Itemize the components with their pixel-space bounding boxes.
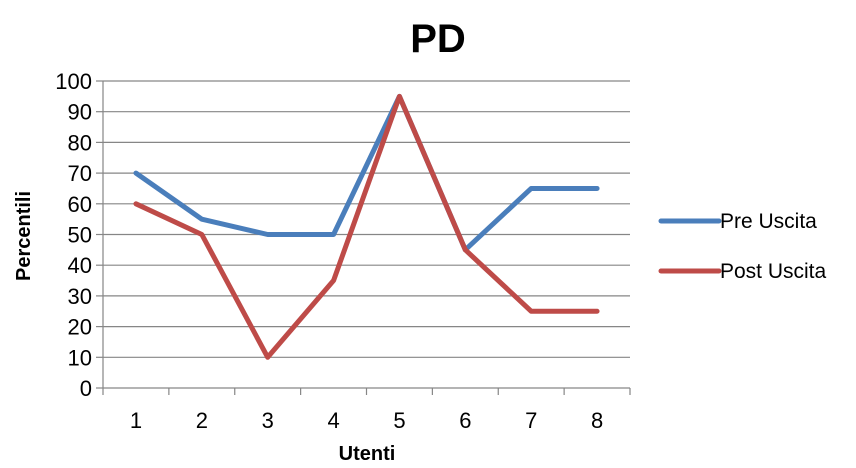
y-tick-label: 50 bbox=[68, 223, 92, 248]
legend-label: Post Uscita bbox=[720, 260, 827, 283]
series-line-2 bbox=[133, 93, 600, 360]
y-tick-label: 70 bbox=[68, 161, 92, 186]
gridlines bbox=[103, 80, 630, 358]
x-tick-label: 4 bbox=[327, 408, 339, 433]
y-tick-label: 60 bbox=[68, 192, 92, 217]
x-tick-label: 8 bbox=[591, 408, 603, 433]
y-axis-title: Percentili bbox=[13, 191, 35, 281]
y-tick-label: 20 bbox=[68, 315, 92, 340]
series-line-1 bbox=[133, 93, 600, 253]
legend-label: Pre Uscita bbox=[720, 210, 817, 233]
x-tick-label: 1 bbox=[130, 408, 142, 433]
y-tick-label: 90 bbox=[68, 100, 92, 125]
chart-title: PD bbox=[410, 17, 466, 61]
y-tick-label: 10 bbox=[68, 345, 92, 370]
x-tick-label: 7 bbox=[525, 408, 537, 433]
legend: Pre Uscita Post Uscita bbox=[658, 210, 827, 283]
y-tick-label: 0 bbox=[80, 376, 92, 401]
y-tick-label: 40 bbox=[68, 253, 92, 278]
y-tick-label: 100 bbox=[55, 69, 92, 94]
x-axis-title: Utenti bbox=[339, 443, 396, 465]
y-tick-label: 30 bbox=[68, 284, 92, 309]
x-tick-label: 2 bbox=[196, 408, 208, 433]
y-tick-label: 80 bbox=[68, 130, 92, 155]
axes: 0 10 20 30 40 50 60 70 80 90 100 1 2 3 4 5 6 7 8 bbox=[55, 69, 631, 433]
x-tick-label: 5 bbox=[393, 408, 405, 433]
series-lines bbox=[133, 93, 600, 360]
x-tick-label: 3 bbox=[262, 408, 274, 433]
x-tick-label: 6 bbox=[459, 408, 471, 433]
